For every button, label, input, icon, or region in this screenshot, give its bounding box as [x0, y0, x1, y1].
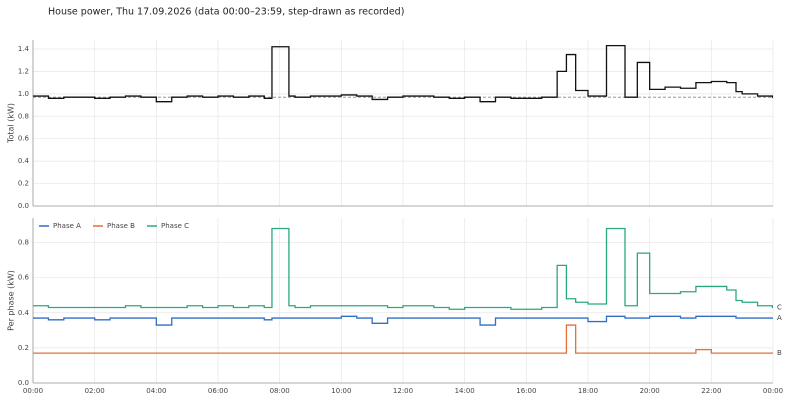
chart-title: House power, Thu 17.09.2026 (data 00:00–… — [48, 7, 404, 18]
end-label: C — [777, 304, 782, 312]
y-tick-label: 0.6 — [18, 274, 30, 282]
y-axis-label: Total (kW) — [7, 103, 16, 144]
y-tick-label: 1.4 — [18, 45, 30, 53]
y-tick-label: 1.2 — [18, 67, 29, 75]
legend-label: Phase C — [161, 222, 189, 230]
y-tick-label: 1.0 — [18, 90, 29, 98]
y-tick-label: 0.2 — [18, 180, 29, 188]
step-line — [33, 44, 774, 103]
x-tick-label: 22:00 — [701, 387, 721, 395]
y-tick-label: 0.2 — [18, 344, 29, 352]
x-tick-label: 06:00 — [208, 387, 228, 395]
x-tick-label: 04:00 — [146, 387, 166, 395]
x-tick-label: 08:00 — [270, 387, 290, 395]
x-tick-label: 18:00 — [578, 387, 598, 395]
y-tick-label: 0.8 — [18, 112, 29, 120]
x-tick-label: 10:00 — [331, 387, 351, 395]
x-tick-label: 00:00 — [23, 387, 43, 395]
x-tick-label: 14:00 — [455, 387, 475, 395]
y-tick-label: 0.4 — [18, 309, 30, 317]
legend-label: Phase B — [107, 222, 135, 230]
step-line — [33, 324, 773, 354]
y-tick-label: 0.6 — [18, 135, 30, 143]
step-line — [33, 315, 773, 326]
y-tick-label: 0.4 — [18, 157, 30, 165]
x-tick-label: 00:00 — [763, 387, 783, 395]
end-label: A — [777, 314, 782, 322]
y-tick-label: 0.0 — [18, 202, 29, 210]
y-tick-label: 0.0 — [18, 379, 29, 387]
y-tick-label: 0.8 — [18, 239, 29, 247]
x-tick-label: 12:00 — [393, 387, 413, 395]
x-tick-label: 02:00 — [85, 387, 105, 395]
end-label: B — [777, 349, 782, 357]
step-line — [33, 227, 774, 310]
legend-label: Phase A — [53, 222, 81, 230]
x-tick-label: 16:00 — [516, 387, 536, 395]
x-tick-label: 20:00 — [640, 387, 660, 395]
y-axis-label: Per phase (kW) — [7, 270, 16, 331]
